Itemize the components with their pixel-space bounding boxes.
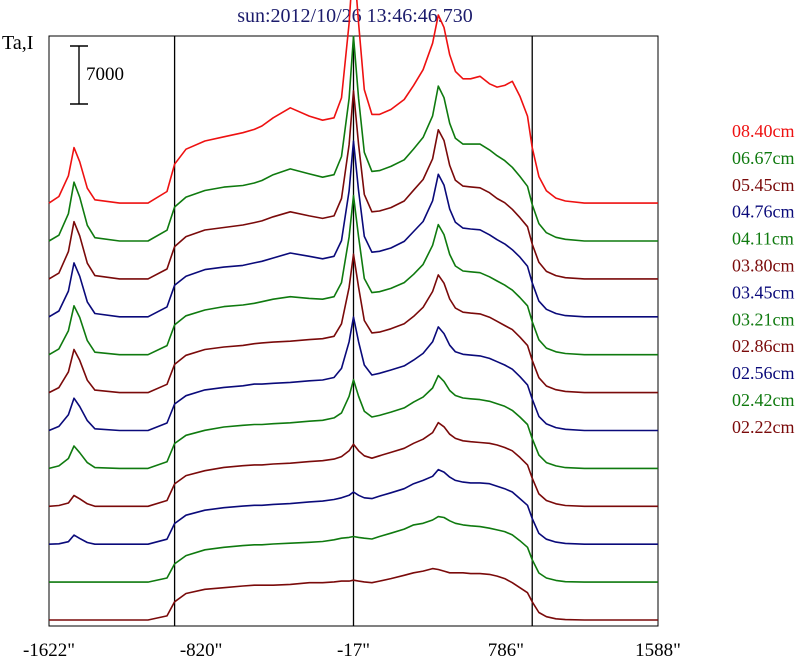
- trace-06.67cm: [48, 35, 658, 242]
- legend-item: 05.45cm: [732, 175, 795, 195]
- x-tick-label: -1622": [23, 640, 75, 661]
- y-axis-label: Ta,I: [2, 32, 33, 54]
- x-tick-label: -17": [337, 640, 370, 661]
- chart-title: sun:2012/10/26 13:46:46.730: [237, 5, 473, 27]
- legend-item: 02.42cm: [732, 390, 795, 410]
- trace-04.11cm: [48, 194, 658, 356]
- trace-02.86cm: [48, 421, 658, 508]
- trace-02.22cm: [49, 567, 658, 621]
- x-tick-labels: -1622" -820" -17" 786" 1588": [23, 640, 681, 661]
- scale-bar-label: 7000: [86, 64, 124, 85]
- legend: 08.40cm 06.67cm 05.45cm 04.76cm 04.11cm 03.80…: [732, 121, 795, 437]
- legend-item: 02.86cm: [732, 336, 795, 356]
- trace-04.76cm: [48, 140, 658, 318]
- legend-item: 02.22cm: [732, 417, 795, 437]
- trace-02.42cm: [49, 515, 658, 583]
- trace-03.21cm: [48, 374, 658, 470]
- legend-item: 06.67cm: [732, 148, 795, 168]
- trace-08.40cm: [48, 0, 658, 204]
- trace-02.56cm: [48, 468, 658, 545]
- x-tick-label: -820": [180, 640, 223, 661]
- legend-item: 02.56cm: [732, 363, 795, 383]
- trace-03.45cm: [48, 316, 658, 432]
- x-tick-label: 1588": [635, 640, 681, 661]
- legend-item: 03.80cm: [732, 256, 795, 276]
- trace-05.45cm: [48, 90, 658, 280]
- series-layer: [48, 0, 658, 621]
- legend-item: 08.40cm: [732, 121, 795, 141]
- legend-item: 04.76cm: [732, 202, 795, 222]
- x-tick-label: 786": [488, 640, 524, 661]
- vertical-markers: [173, 36, 533, 626]
- legend-item: 04.11cm: [732, 229, 794, 249]
- legend-item: 03.21cm: [732, 309, 795, 329]
- scale-bar: 7000: [70, 45, 124, 105]
- legend-item: 03.45cm: [732, 282, 795, 302]
- trace-03.80cm: [48, 253, 658, 394]
